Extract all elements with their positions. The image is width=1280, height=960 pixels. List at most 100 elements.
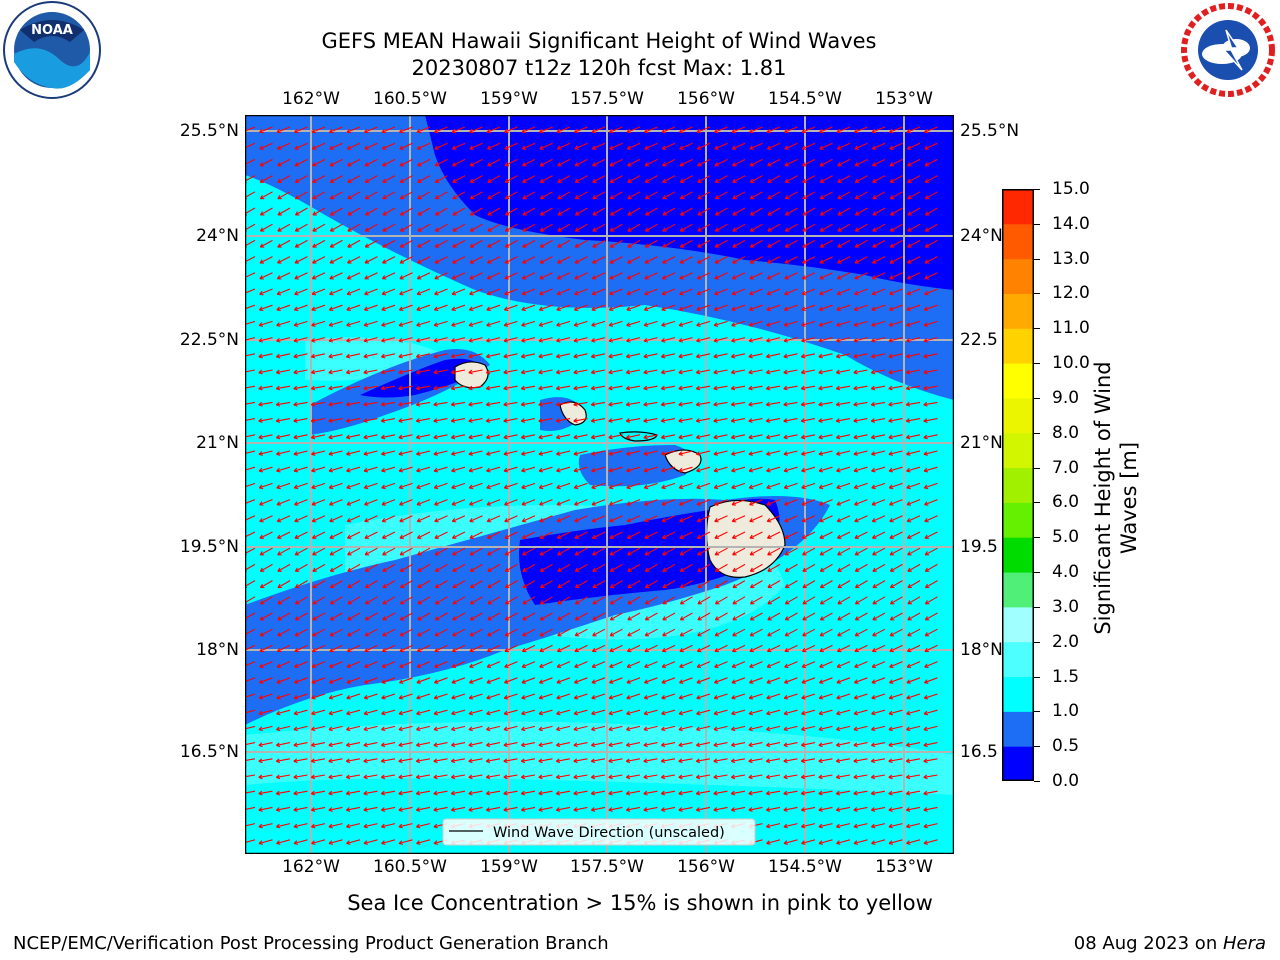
- wind-wave-arrow: [573, 304, 588, 312]
- wind-wave-arrow: [345, 401, 361, 407]
- wind-wave-arrow: [678, 806, 693, 812]
- wind-wave-arrow: [871, 288, 886, 296]
- wind-wave-arrow: [417, 175, 431, 183]
- wind-wave-arrow: [749, 256, 763, 264]
- wind-wave-arrow: [486, 450, 501, 456]
- wind-wave-arrow: [853, 677, 868, 684]
- wind-wave-arrow: [696, 531, 711, 539]
- wind-wave-arrow: [503, 304, 518, 312]
- wind-wave-arrow: [713, 725, 728, 732]
- wind-wave-arrow: [660, 385, 676, 391]
- wind-wave-arrow: [312, 191, 326, 200]
- colorbar-segment: [1002, 502, 1034, 538]
- wind-wave-arrow: [697, 563, 711, 572]
- wind-wave-arrow: [765, 774, 781, 780]
- wind-wave-arrow: [259, 499, 273, 506]
- wind-wave-arrow: [837, 612, 851, 621]
- wind-wave-arrow: [398, 369, 413, 375]
- wind-wave-arrow: [644, 580, 658, 589]
- wind-wave-arrow: [608, 466, 623, 473]
- wind-wave-arrow: [469, 531, 483, 539]
- wind-wave-arrow: [819, 628, 833, 637]
- wind-wave-arrow: [714, 223, 728, 232]
- wind-wave-arrow: [854, 499, 868, 506]
- colorbar-tick-label: 5.0: [1052, 527, 1080, 548]
- colorbar-tick-mark: [1034, 363, 1040, 365]
- colorbar-tick-label: 9.0: [1052, 387, 1080, 408]
- wind-wave-arrow: [783, 709, 798, 716]
- wind-wave-arrow: [258, 304, 273, 312]
- wind-wave-arrow: [678, 434, 693, 440]
- wind-wave-arrow: [748, 320, 763, 327]
- wind-wave-arrow: [713, 677, 728, 684]
- wind-wave-arrow: [714, 563, 728, 572]
- wind-wave-arrow: [538, 709, 553, 716]
- wind-wave-arrow: [538, 482, 553, 490]
- wind-wave-arrow: [416, 661, 431, 669]
- wind-wave-arrow: [853, 693, 868, 700]
- wind-wave-arrow: [767, 223, 781, 232]
- wind-wave-arrow: [380, 790, 396, 796]
- wind-wave-arrow: [608, 434, 623, 440]
- wind-wave-arrow: [783, 790, 798, 796]
- wind-wave-arrow: [504, 596, 518, 605]
- wind-wave-arrow: [924, 256, 938, 264]
- wind-wave-arrow: [258, 774, 273, 780]
- wind-wave-arrow: [487, 256, 501, 264]
- wind-wave-arrow: [452, 628, 466, 637]
- wind-wave-arrow: [713, 304, 728, 312]
- wind-wave-arrow: [555, 806, 571, 812]
- wind-wave-arrow: [906, 337, 921, 343]
- wind-wave-arrow: [889, 126, 903, 134]
- wind-wave-arrow: [485, 369, 501, 375]
- colorbar-tick-mark: [1034, 711, 1040, 713]
- wind-wave-arrow: [696, 677, 711, 684]
- lat-tick-left: 21°N: [196, 433, 239, 453]
- colorbar-tick-label: 11.0: [1052, 318, 1090, 339]
- wind-wave-arrow: [450, 774, 466, 780]
- map-gridlines: [245, 115, 954, 854]
- wind-wave-arrow: [416, 482, 431, 490]
- wind-wave-arrow: [276, 450, 291, 456]
- wind-wave-arrow: [398, 401, 413, 407]
- wind-wave-arrow: [643, 806, 658, 812]
- wind-wave-arrow: [399, 191, 413, 200]
- wind-wave-arrow: [573, 482, 588, 490]
- wind-wave-arrow: [644, 126, 658, 134]
- wind-wave-arrow: [310, 369, 326, 375]
- wind-wave-arrow: [275, 418, 291, 423]
- wind-wave-arrow: [363, 742, 378, 748]
- wind-wave-arrow: [433, 790, 448, 796]
- wind-wave-arrow: [434, 142, 448, 150]
- wind-wave-arrow: [328, 434, 343, 440]
- wind-wave-arrow: [767, 563, 781, 572]
- wind-wave-arrow: [853, 725, 868, 732]
- wind-wave-arrow: [853, 450, 868, 456]
- wind-wave-arrow: [416, 823, 431, 829]
- wind-wave-arrow: [732, 580, 746, 589]
- wind-wave-arrow: [643, 725, 658, 732]
- wind-wave-arrow: [836, 531, 851, 539]
- wind-wave-arrow: [382, 547, 396, 556]
- wind-wave-arrow: [538, 304, 553, 312]
- lon-tick-bottom: 157.5°W: [570, 857, 644, 877]
- wind-wave-arrow: [398, 466, 413, 473]
- wind-wave-arrow: [557, 158, 571, 167]
- wind-wave-arrow: [854, 239, 868, 248]
- wind-wave-arrow: [574, 628, 588, 637]
- wind-wave-arrow: [346, 515, 361, 523]
- wind-wave-arrow: [573, 466, 588, 473]
- wind-wave-arrow: [872, 223, 886, 232]
- wind-wave-arrow: [924, 126, 938, 134]
- wind-wave-arrow: [870, 774, 886, 780]
- wind-wave-arrow: [398, 482, 413, 490]
- wind-wave-arrow: [346, 709, 361, 716]
- wind-wave-arrow: [802, 239, 816, 248]
- wind-wave-arrow: [275, 758, 291, 764]
- wind-wave-arrow: [417, 191, 431, 200]
- wind-wave-arrow: [818, 725, 833, 732]
- wind-wave-arrow: [626, 320, 641, 327]
- colorbar-tick-mark: [1034, 293, 1040, 295]
- wind-wave-arrow: [748, 353, 763, 359]
- wind-wave-arrow: [504, 288, 518, 296]
